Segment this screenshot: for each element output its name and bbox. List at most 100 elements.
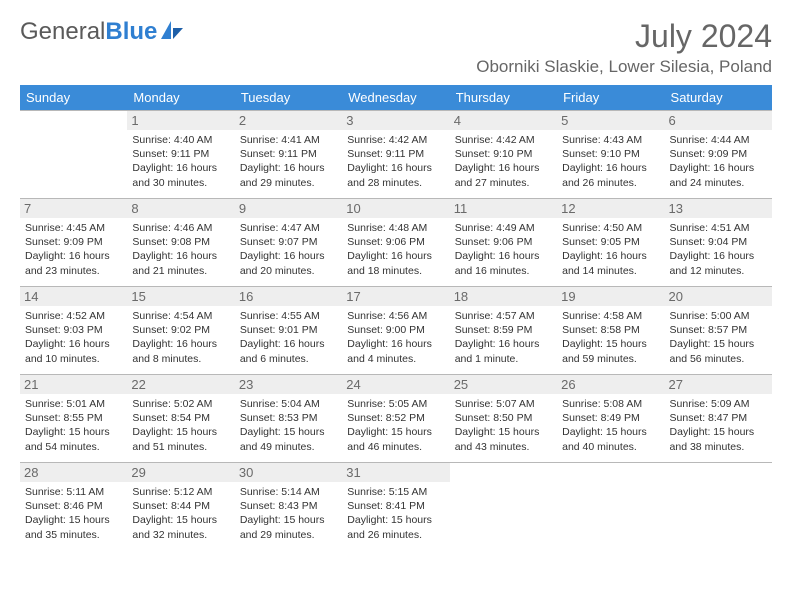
- day-details: Sunrise: 4:45 AMSunset: 9:09 PMDaylight:…: [25, 221, 122, 278]
- calendar-day: 19 Sunrise: 4:58 AMSunset: 8:58 PMDayligh…: [557, 287, 664, 375]
- day-number: 11: [450, 199, 557, 218]
- calendar-day: 16 Sunrise: 4:55 AMSunset: 9:01 PMDayligh…: [235, 287, 342, 375]
- day-details: Sunrise: 4:57 AMSunset: 8:59 PMDaylight:…: [455, 309, 552, 366]
- day-details: Sunrise: 4:56 AMSunset: 9:00 PMDaylight:…: [347, 309, 444, 366]
- day-details: Sunrise: 4:46 AMSunset: 9:08 PMDaylight:…: [132, 221, 229, 278]
- day-number: 31: [342, 463, 449, 482]
- calendar-day: 18Sunrise: 4:57 AMSunset: 8:59 PMDayligh…: [450, 287, 557, 375]
- day-number: 30: [235, 463, 342, 482]
- day-details: Sunrise: 4:55 AMSunset: 9:01 PMDaylight:…: [240, 309, 337, 366]
- day-details: Sunrise: 4:42 AMSunset: 9:10 PMDaylight:…: [455, 133, 552, 190]
- calendar-day: 13 Sunrise: 4:51 AMSunset: 9:04 PMDayligh…: [665, 199, 772, 287]
- calendar-day: 5 Sunrise: 4:43 AMSunset: 9:10 PMDaylight…: [557, 111, 664, 199]
- day-number: 22: [127, 375, 234, 394]
- calendar-day: 15Sunrise: 4:54 AMSunset: 9:02 PMDayligh…: [127, 287, 234, 375]
- day-number: 28: [20, 463, 127, 482]
- day-details: Sunrise: 5:01 AMSunset: 8:55 PMDaylight:…: [25, 397, 122, 454]
- calendar-day: 22Sunrise: 5:02 AMSunset: 8:54 PMDayligh…: [127, 375, 234, 463]
- day-number: 9: [235, 199, 342, 218]
- title-block: July 2024 Oborniki Slaskie, Lower Silesi…: [476, 18, 772, 77]
- day-details: Sunrise: 5:12 AMSunset: 8:44 PMDaylight:…: [132, 485, 229, 542]
- calendar-day: 20Sunrise: 5:00 AMSunset: 8:57 PMDayligh…: [665, 287, 772, 375]
- day-details: Sunrise: 4:49 AMSunset: 9:06 PMDaylight:…: [455, 221, 552, 278]
- calendar-week: 7 Sunrise: 4:45 AMSunset: 9:09 PMDaylight…: [20, 199, 772, 287]
- day-details: Sunrise: 5:14 AMSunset: 8:43 PMDaylight:…: [240, 485, 337, 542]
- header: GeneralBlue July 2024 Oborniki Slaskie, …: [20, 18, 772, 77]
- day-number: 1: [127, 111, 234, 130]
- sail-icon: [159, 19, 185, 46]
- calendar-day: 8Sunrise: 4:46 AMSunset: 9:08 PMDaylight…: [127, 199, 234, 287]
- calendar-day: 1 Sunrise: 4:40 AMSunset: 9:11 PMDaylight…: [127, 111, 234, 199]
- brand-part1: General: [20, 18, 105, 45]
- calendar-day: 7 Sunrise: 4:45 AMSunset: 9:09 PMDaylight…: [20, 199, 127, 287]
- calendar-day: 23 Sunrise: 5:04 AMSunset: 8:53 PMDayligh…: [235, 375, 342, 463]
- calendar-day: 31 Sunrise: 5:15 AMSunset: 8:41 PMDayligh…: [342, 463, 449, 551]
- calendar-day: 29 Sunrise: 5:12 AMSunset: 8:44 PMDayligh…: [127, 463, 234, 551]
- day-number: 26: [557, 375, 664, 394]
- calendar-day: 11 Sunrise: 4:49 AMSunset: 9:06 PMDayligh…: [450, 199, 557, 287]
- day-number: 4: [450, 111, 557, 130]
- day-number: 2: [235, 111, 342, 130]
- day-details: Sunrise: 5:05 AMSunset: 8:52 PMDaylight:…: [347, 397, 444, 454]
- dow-header: Saturday: [665, 85, 772, 111]
- day-details: Sunrise: 4:48 AMSunset: 9:06 PMDaylight:…: [347, 221, 444, 278]
- day-number: 15: [127, 287, 234, 306]
- day-details: Sunrise: 4:40 AMSunset: 9:11 PMDaylight:…: [132, 133, 229, 190]
- day-number: 29: [127, 463, 234, 482]
- calendar-week: 21Sunrise: 5:01 AMSunset: 8:55 PMDayligh…: [20, 375, 772, 463]
- calendar-day: 25Sunrise: 5:07 AMSunset: 8:50 PMDayligh…: [450, 375, 557, 463]
- day-number: 12: [557, 199, 664, 218]
- day-details: Sunrise: 5:15 AMSunset: 8:41 PMDaylight:…: [347, 485, 444, 542]
- month-title: July 2024: [476, 18, 772, 55]
- dow-header: Sunday: [20, 85, 127, 111]
- day-details: Sunrise: 4:44 AMSunset: 9:09 PMDaylight:…: [670, 133, 767, 190]
- calendar-table: SundayMondayTuesdayWednesdayThursdayFrid…: [20, 85, 772, 551]
- location: Oborniki Slaskie, Lower Silesia, Poland: [476, 57, 772, 77]
- day-number: 17: [342, 287, 449, 306]
- day-number: 13: [665, 199, 772, 218]
- day-details: Sunrise: 4:52 AMSunset: 9:03 PMDaylight:…: [25, 309, 122, 366]
- calendar-day: 27Sunrise: 5:09 AMSunset: 8:47 PMDayligh…: [665, 375, 772, 463]
- dow-header: Wednesday: [342, 85, 449, 111]
- brand-logo: GeneralBlue: [20, 18, 185, 46]
- day-number: 5: [557, 111, 664, 130]
- calendar-day: 10Sunrise: 4:48 AMSunset: 9:06 PMDayligh…: [342, 199, 449, 287]
- day-details: Sunrise: 4:51 AMSunset: 9:04 PMDaylight:…: [670, 221, 767, 278]
- dow-header: Friday: [557, 85, 664, 111]
- brand-part2: Blue: [105, 18, 157, 45]
- day-details: Sunrise: 5:07 AMSunset: 8:50 PMDaylight:…: [455, 397, 552, 454]
- day-number: 6: [665, 111, 772, 130]
- calendar-head: SundayMondayTuesdayWednesdayThursdayFrid…: [20, 85, 772, 111]
- day-number: 7: [20, 199, 127, 218]
- day-number: 20: [665, 287, 772, 306]
- day-details: Sunrise: 4:47 AMSunset: 9:07 PMDaylight:…: [240, 221, 337, 278]
- calendar-day: [665, 463, 772, 551]
- day-details: Sunrise: 4:50 AMSunset: 9:05 PMDaylight:…: [562, 221, 659, 278]
- brand-text: GeneralBlue: [20, 18, 157, 46]
- day-number: 23: [235, 375, 342, 394]
- calendar-week: 14 Sunrise: 4:52 AMSunset: 9:03 PMDayligh…: [20, 287, 772, 375]
- calendar-week: 28 Sunrise: 5:11 AMSunset: 8:46 PMDayligh…: [20, 463, 772, 551]
- day-details: Sunrise: 5:04 AMSunset: 8:53 PMDaylight:…: [240, 397, 337, 454]
- calendar-day: [450, 463, 557, 551]
- calendar-day: [557, 463, 664, 551]
- calendar-day: 26 Sunrise: 5:08 AMSunset: 8:49 PMDayligh…: [557, 375, 664, 463]
- calendar-day: 4 Sunrise: 4:42 AMSunset: 9:10 PMDaylight…: [450, 111, 557, 199]
- calendar-day: 30 Sunrise: 5:14 AMSunset: 8:43 PMDayligh…: [235, 463, 342, 551]
- day-number: 19: [557, 287, 664, 306]
- day-number: 16: [235, 287, 342, 306]
- calendar-week: 1 Sunrise: 4:40 AMSunset: 9:11 PMDaylight…: [20, 111, 772, 199]
- calendar-day: 2 Sunrise: 4:41 AMSunset: 9:11 PMDaylight…: [235, 111, 342, 199]
- calendar-body: 1 Sunrise: 4:40 AMSunset: 9:11 PMDaylight…: [20, 111, 772, 551]
- day-details: Sunrise: 4:41 AMSunset: 9:11 PMDaylight:…: [240, 133, 337, 190]
- day-details: Sunrise: 5:11 AMSunset: 8:46 PMDaylight:…: [25, 485, 122, 542]
- day-details: Sunrise: 4:58 AMSunset: 8:58 PMDaylight:…: [562, 309, 659, 366]
- day-number: 14: [20, 287, 127, 306]
- calendar-day: 9 Sunrise: 4:47 AMSunset: 9:07 PMDaylight…: [235, 199, 342, 287]
- calendar-day: 14 Sunrise: 4:52 AMSunset: 9:03 PMDayligh…: [20, 287, 127, 375]
- day-number: 3: [342, 111, 449, 130]
- day-details: Sunrise: 5:08 AMSunset: 8:49 PMDaylight:…: [562, 397, 659, 454]
- day-details: Sunrise: 4:43 AMSunset: 9:10 PMDaylight:…: [562, 133, 659, 190]
- day-number: 24: [342, 375, 449, 394]
- day-number: 27: [665, 375, 772, 394]
